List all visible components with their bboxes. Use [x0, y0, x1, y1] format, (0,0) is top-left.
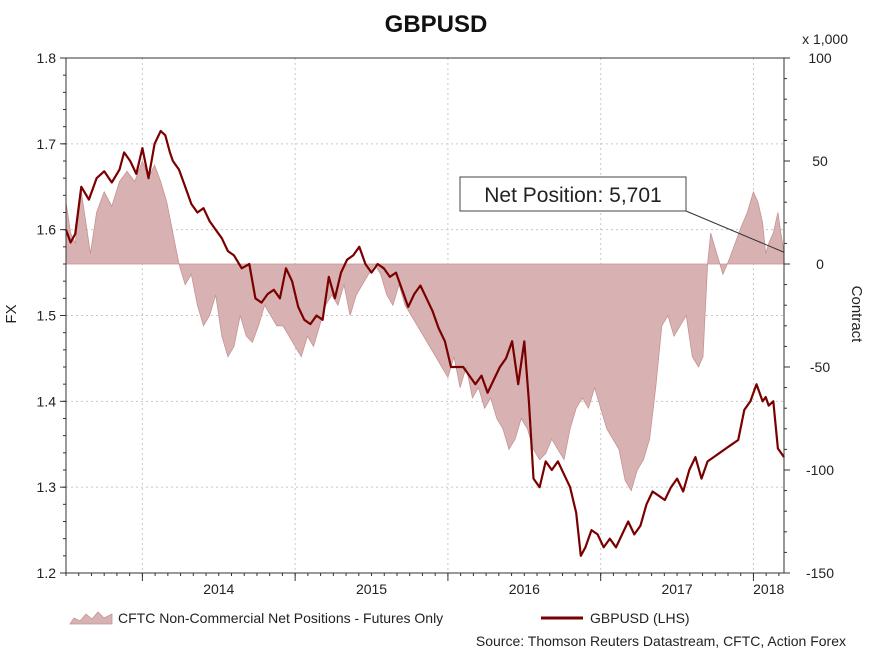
- callout-leader-line: [685, 210, 785, 253]
- right-tick-label: 0: [816, 256, 824, 272]
- chart-title: GBPUSD: [385, 11, 488, 38]
- right-tick-label: -50: [810, 359, 830, 375]
- right-tick-label: 100: [808, 50, 832, 66]
- left-tick-label: 1.6: [37, 222, 57, 238]
- left-tick-label: 1.4: [37, 393, 57, 409]
- legend-area-swatch: [69, 611, 113, 625]
- line-series-layer: [64, 129, 785, 557]
- left-axis-label: FX: [3, 304, 20, 323]
- source-note: Source: Thomson Reuters Datastream, CFTC…: [476, 633, 846, 649]
- right-tick-label: -150: [806, 565, 834, 581]
- cftc-net-positions-area: [65, 159, 785, 492]
- right-tick-label: 50: [812, 153, 828, 169]
- right-axis-label: Contract: [848, 286, 865, 344]
- annotation-callout: Net Position: 5,701: [459, 176, 785, 253]
- x-tick-label: 2018: [753, 581, 784, 597]
- x-tick-label: 2014: [203, 581, 234, 597]
- legend-line-label: GBPUSD (LHS): [590, 610, 690, 626]
- x-tick-label: 2015: [356, 581, 387, 597]
- legend-area-label: CFTC Non-Commercial Net Positions - Futu…: [118, 610, 443, 626]
- callout-box: [459, 176, 687, 212]
- x-tick-label: 2016: [509, 581, 540, 597]
- right-tick-label: -100: [806, 462, 834, 478]
- left-tick-label: 1.7: [37, 136, 57, 152]
- left-axis-ticks: 1.2 1.3 1.4 1.5 1.6 1.7 1.8: [37, 50, 66, 581]
- gbpusd-line: [64, 129, 785, 557]
- right-axis-multiplier: x 1,000: [802, 31, 848, 47]
- left-tick-label: 1.8: [37, 50, 57, 66]
- x-tick-label: 2017: [661, 581, 692, 597]
- x-axis-ticks: 2014 2015 2016 2017 2018: [65, 573, 785, 597]
- right-axis-ticks: -150 -100 -50 0 50 100: [784, 50, 834, 581]
- legend: CFTC Non-Commercial Net Positions - Futu…: [69, 610, 690, 626]
- left-tick-label: 1.5: [37, 308, 57, 324]
- left-tick-label: 1.3: [37, 479, 57, 495]
- gridlines: [66, 58, 784, 573]
- callout-label: Net Position: 5,701: [484, 184, 661, 207]
- left-tick-label: 1.2: [37, 565, 57, 581]
- area-series-layer: [65, 159, 785, 492]
